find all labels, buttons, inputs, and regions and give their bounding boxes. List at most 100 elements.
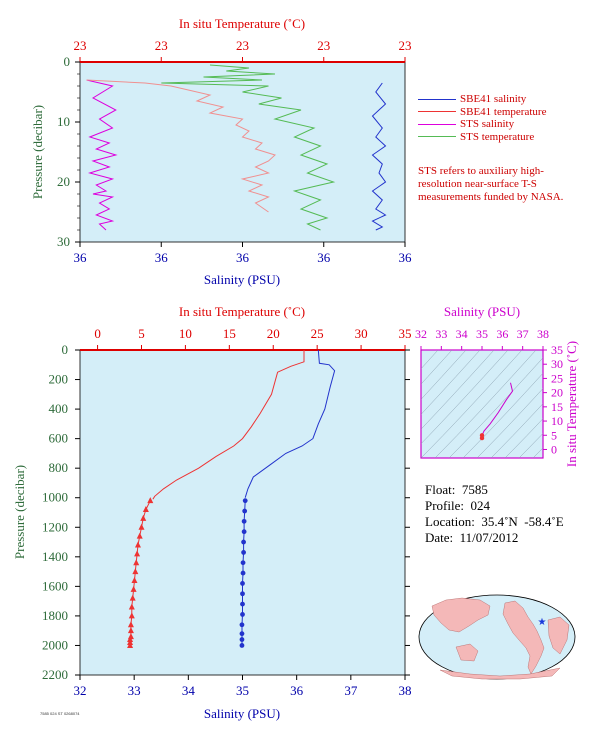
legend-label: SBE41 temperature — [460, 105, 547, 118]
ts-temperature-tick-label: 5 — [551, 428, 557, 442]
salinity-sample-point — [239, 637, 245, 642]
ts-temperature-tick-label: 0 — [551, 442, 557, 456]
ts-plot-area — [420, 349, 544, 459]
bottom-tick-label: 36 — [317, 250, 331, 265]
surface-series-group — [86, 64, 387, 231]
map-land-antarctica — [439, 667, 561, 680]
ts-point — [479, 435, 485, 441]
legend-item-sts-temperature: STS temperature — [418, 131, 546, 144]
ts-salinity-tick-label: 33 — [435, 327, 447, 341]
ts-temperature-tick-label: 20 — [551, 386, 563, 400]
ts-temperature-tick-label: 35 — [551, 343, 563, 357]
ts-salinity-tick-label: 35 — [476, 327, 488, 341]
salinity-sample-point — [240, 560, 246, 566]
surface-legend: SBE41 salinity SBE41 temperature STS sal… — [418, 93, 546, 143]
float-value: 7585 — [461, 482, 488, 497]
salinity-sample-point — [240, 612, 245, 617]
series-line-temperature — [152, 350, 305, 500]
temperature-sample-point — [127, 641, 134, 648]
profile-row: Profile: 024 — [425, 498, 564, 514]
temperature-sample-point — [132, 568, 139, 575]
ts-series-group — [479, 382, 514, 441]
temperature-sample-point — [133, 559, 140, 566]
footer-code: 7585 024 ST 0268074 — [40, 711, 80, 716]
ts-temperature-tick-label: 30 — [551, 357, 563, 371]
map-land-eurasia — [431, 597, 491, 633]
temperature-sample-point — [140, 514, 147, 521]
pressure-tick-label: 1200 — [42, 519, 68, 534]
temperature-sample-point — [127, 621, 134, 628]
density-contour-line — [476, 388, 543, 458]
density-contour-line — [532, 447, 543, 458]
pressure-tick-label: 2200 — [42, 667, 68, 682]
ts-salinity-tick-label: 36 — [496, 327, 508, 341]
bottom-tick-label: 36 — [74, 250, 88, 265]
map-land-africa — [547, 616, 570, 655]
temperature-sample-point — [127, 627, 134, 634]
salinity-sample-point — [239, 622, 245, 628]
map-land-australia — [455, 643, 479, 662]
density-contour-line — [421, 350, 481, 415]
ts-density-contours — [421, 350, 543, 458]
temperature-sample-point — [131, 576, 138, 583]
temperature-sample-point — [128, 612, 135, 619]
temperature-sample-point — [134, 541, 141, 548]
profile-value: 024 — [470, 498, 491, 513]
pressure-tick-label: 0 — [62, 342, 69, 357]
legend-label: STS temperature — [460, 130, 535, 143]
density-contour-line — [421, 350, 453, 385]
salinity-sample-point — [240, 591, 245, 597]
temperature-sample-point — [136, 532, 143, 539]
temperature-sample-point — [138, 523, 145, 530]
temperature-tick-label: 10 — [179, 326, 192, 341]
legend-item-sts-salinity: STS salinity — [418, 118, 546, 131]
series-line-sts-temperature — [161, 64, 336, 231]
ts-salinity-tick-label: 34 — [456, 327, 468, 341]
ts-y-axis-title: In situ Temperature (˚C) — [564, 341, 579, 467]
deep-x-axis-title: Salinity (PSU) — [204, 706, 280, 721]
pressure-tick-label: 1400 — [42, 549, 68, 564]
top-tick-label: 23 — [74, 38, 87, 53]
ts-temperature-tick-label: 15 — [551, 400, 563, 414]
ts-top-axis-title: Salinity (PSU) — [444, 304, 520, 319]
density-contour-line — [504, 418, 543, 458]
top-tick-label: 23 — [317, 38, 330, 53]
salinity-sample-point — [242, 498, 248, 504]
temperature-sample-point — [128, 603, 135, 610]
salinity-sample-point — [241, 539, 246, 545]
ts-salinity-tick-label: 38 — [537, 327, 549, 341]
pressure-tick-label: 800 — [49, 460, 69, 475]
legend-swatch — [418, 123, 456, 125]
temperature-tick-label: 20 — [267, 326, 280, 341]
pressure-tick-label: 1000 — [42, 490, 68, 505]
salinity-sample-point — [241, 518, 247, 524]
legend-swatch — [418, 111, 456, 113]
density-contour-line — [421, 350, 467, 400]
profile-label: Profile: — [425, 498, 464, 513]
salinity-tick-label: 34 — [182, 683, 196, 698]
deep-pressure-tick-labels: 0 200 400 600 800 1000 1200 1400 1600 1800 2000 220… — [42, 342, 410, 682]
density-contour-line — [421, 350, 439, 370]
density-contour-line — [462, 372, 543, 458]
ts-temperature-tick-label: 10 — [551, 414, 563, 428]
temperature-sample-point — [129, 594, 136, 601]
density-contour-line — [421, 350, 509, 445]
temperature-sample-point — [130, 585, 137, 592]
surface-profile-panel: In situ Temperature (˚C) 23 23 23 23 23 36 36… — [30, 16, 412, 287]
legend-swatch — [418, 136, 456, 138]
salinity-sample-point — [240, 570, 246, 576]
salinity-tick-label: 35 — [236, 683, 249, 698]
surface-top-tick-labels: 23 23 23 23 23 — [74, 38, 412, 62]
top-tick-label: 23 — [155, 38, 168, 53]
salinity-tick-label: 33 — [128, 683, 141, 698]
ts-salinity-tick-label: 32 — [415, 327, 427, 341]
float-row: Float: 7585 — [425, 482, 564, 498]
legend-label: STS salinity — [460, 118, 515, 130]
salinity-tick-label: 37 — [344, 683, 358, 698]
pressure-tick-label: 10 — [57, 114, 70, 129]
ts-salinity-tick-labels: 32 33 34 35 36 37 38 — [415, 327, 549, 350]
float-info: Float: 7585 Profile: 024 Location: 35.4˚… — [425, 482, 564, 546]
pressure-tick-label: 30 — [57, 234, 70, 249]
